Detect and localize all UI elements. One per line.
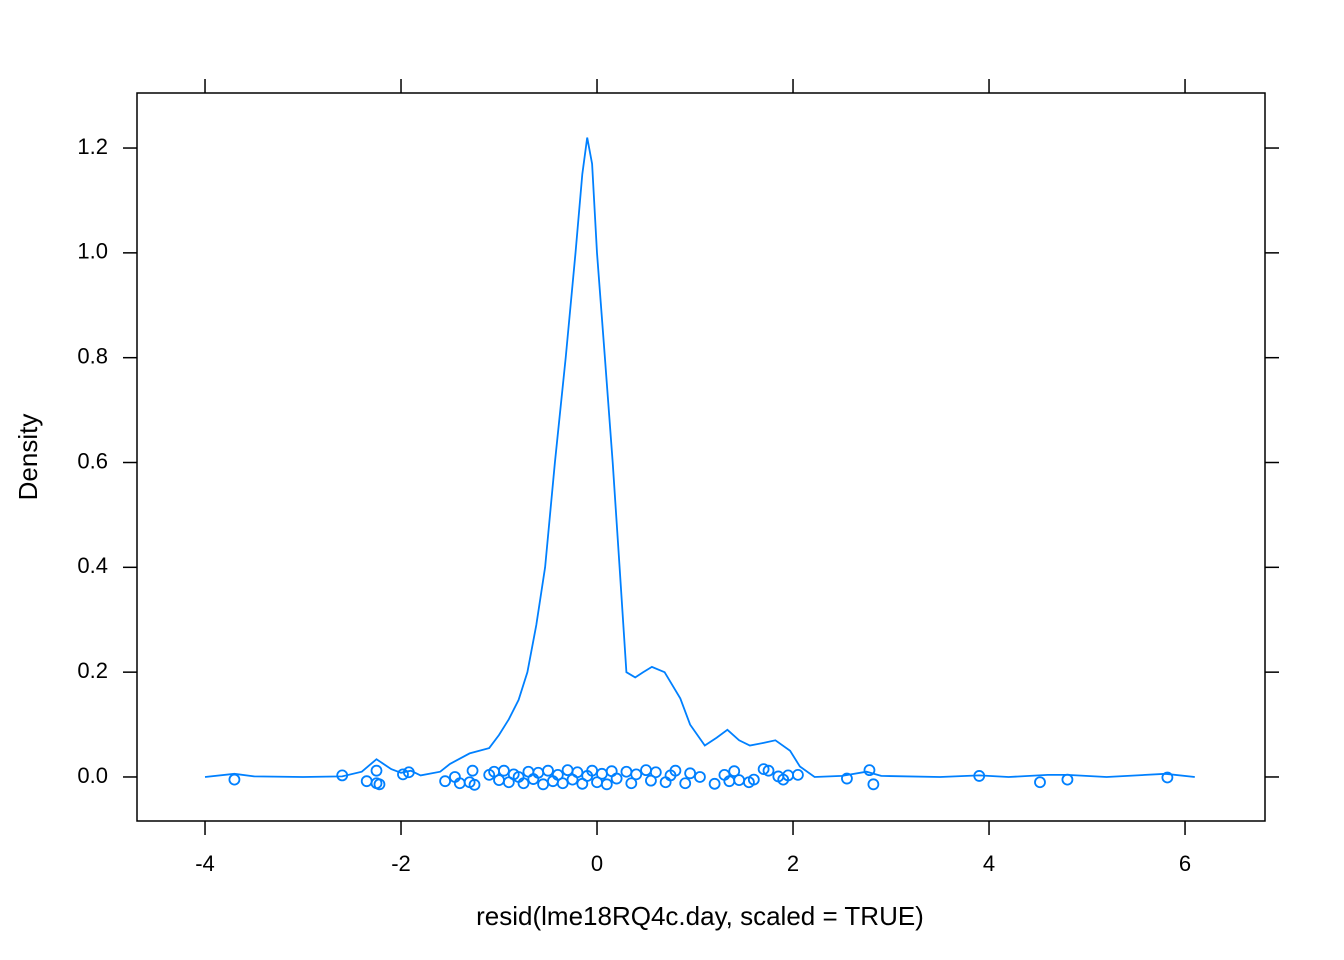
- data-point: [336, 769, 349, 782]
- x-tick-label: -4: [195, 851, 215, 876]
- data-point: [360, 775, 373, 788]
- data-point: [600, 778, 613, 791]
- y-tick-label: 1.2: [77, 134, 108, 159]
- x-axis-label: resid(lme18RQ4c.day, scaled = TRUE): [476, 901, 924, 931]
- data-point: [517, 777, 530, 790]
- data-point: [625, 777, 638, 790]
- data-point: [1034, 776, 1046, 789]
- data-point: [370, 764, 383, 777]
- data-point: [1161, 771, 1174, 784]
- y-tick-label: 0.8: [77, 343, 108, 368]
- x-tick-label: 6: [1179, 851, 1191, 876]
- data-point: [645, 774, 657, 787]
- data-point: [610, 772, 623, 785]
- x-tick-label: 0: [591, 851, 603, 876]
- data-point: [867, 778, 880, 791]
- data-point: [649, 766, 662, 779]
- data-point: [561, 764, 574, 777]
- data-point: [684, 767, 697, 780]
- plot-frame: [136, 92, 1266, 822]
- data-point: [747, 773, 760, 786]
- data-point: [669, 764, 682, 777]
- data-point: [694, 771, 706, 783]
- data-point: [373, 778, 386, 791]
- data-point: [402, 766, 415, 779]
- x-tick-label: 2: [787, 851, 799, 876]
- y-tick-label: 0.2: [77, 658, 108, 683]
- data-point: [762, 764, 775, 777]
- data-point: [596, 767, 608, 780]
- y-tick-label: 0.0: [77, 763, 108, 788]
- y-tick-label: 1.0: [77, 239, 108, 264]
- data-point: [841, 772, 853, 785]
- data-point: [537, 778, 550, 791]
- x-tick-label: 4: [983, 851, 995, 876]
- data-point: [522, 765, 535, 778]
- data-point: [708, 777, 721, 790]
- data-point: [605, 765, 618, 778]
- y-tick-label: 0.4: [77, 553, 108, 578]
- data-point: [566, 773, 579, 786]
- data-point: [757, 763, 770, 776]
- data-point: [630, 768, 643, 781]
- data-point: [397, 768, 409, 781]
- y-axis-label: Density: [13, 414, 43, 501]
- data-point: [792, 768, 804, 781]
- data-point: [439, 775, 452, 788]
- x-tick-label: -2: [391, 851, 411, 876]
- y-tick-label: 0.6: [77, 448, 108, 473]
- data-point: [228, 773, 241, 786]
- data-point: [728, 765, 741, 778]
- density-line: [204, 137, 1195, 778]
- data-point: [551, 768, 564, 781]
- data-point: [556, 777, 569, 790]
- data-point: [659, 776, 672, 789]
- data-point: [620, 765, 633, 778]
- data-point: [493, 774, 505, 787]
- data-point: [973, 770, 986, 782]
- data-point: [498, 764, 510, 777]
- data-point: [640, 764, 652, 777]
- data-point: [466, 764, 479, 777]
- data-point: [863, 764, 876, 777]
- data-point: [679, 777, 692, 790]
- data-point: [1061, 773, 1074, 786]
- data-point: [571, 766, 584, 779]
- data-point: [542, 764, 554, 777]
- data-point: [468, 778, 481, 791]
- data-point: [733, 774, 746, 787]
